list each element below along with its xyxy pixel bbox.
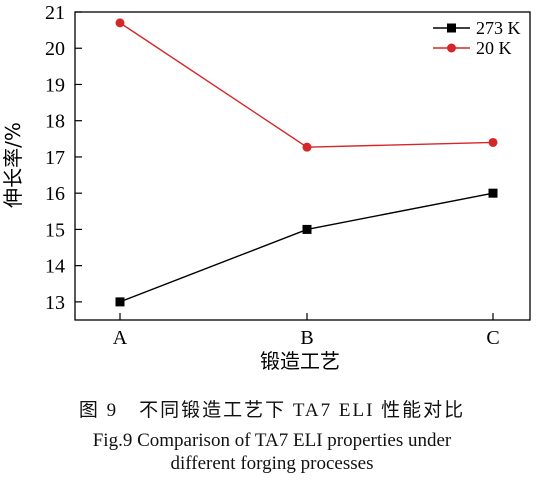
data-point bbox=[115, 297, 125, 307]
data-point bbox=[488, 137, 498, 147]
x-tick-label: A bbox=[113, 327, 128, 349]
figure-caption-english-line2: different forging processes bbox=[170, 453, 374, 474]
y-tick-label: 20 bbox=[45, 38, 65, 60]
data-point bbox=[302, 224, 312, 234]
plot-area: 13 14 15 16 17 18 19 20 21 A B C 273 K20 K bbox=[45, 2, 531, 349]
series-line-0 bbox=[119, 192, 494, 303]
legend-marker bbox=[447, 23, 456, 33]
y-tick-label: 14 bbox=[45, 256, 65, 278]
data-point bbox=[488, 188, 498, 198]
line-chart: 13 14 15 16 17 18 19 20 21 A B C 273 K20 K 锻造工艺 伸长率/… bbox=[1, 2, 531, 373]
figure-caption-english-line1: Fig.9 Comparison of TA7 ELI properties u… bbox=[92, 430, 452, 451]
y-tick-label: 16 bbox=[45, 183, 65, 205]
series-line-1 bbox=[119, 22, 494, 148]
y-axis-label: 伸长率/% bbox=[1, 122, 25, 208]
data-point bbox=[302, 142, 312, 152]
x-axis-label: 锻造工艺 bbox=[260, 349, 340, 373]
legend-label: 273 K bbox=[476, 18, 521, 38]
x-tick-label: C bbox=[486, 327, 499, 349]
y-tick-label: 19 bbox=[45, 74, 65, 96]
legend-label: 20 K bbox=[476, 38, 512, 58]
legend-marker bbox=[447, 43, 456, 53]
y-tick-label: 13 bbox=[45, 292, 65, 314]
x-tick-label: B bbox=[300, 327, 313, 349]
y-tick-label: 18 bbox=[45, 111, 65, 133]
y-tick-label: 21 bbox=[45, 2, 65, 24]
y-tick-label: 17 bbox=[45, 147, 65, 169]
y-tick-label: 15 bbox=[45, 219, 65, 241]
figure-caption-chinese: 图 9 不同锻造工艺下 TA7 ELI 性能对比 bbox=[78, 400, 466, 421]
plot-frame bbox=[74, 11, 531, 321]
data-point bbox=[115, 18, 125, 28]
